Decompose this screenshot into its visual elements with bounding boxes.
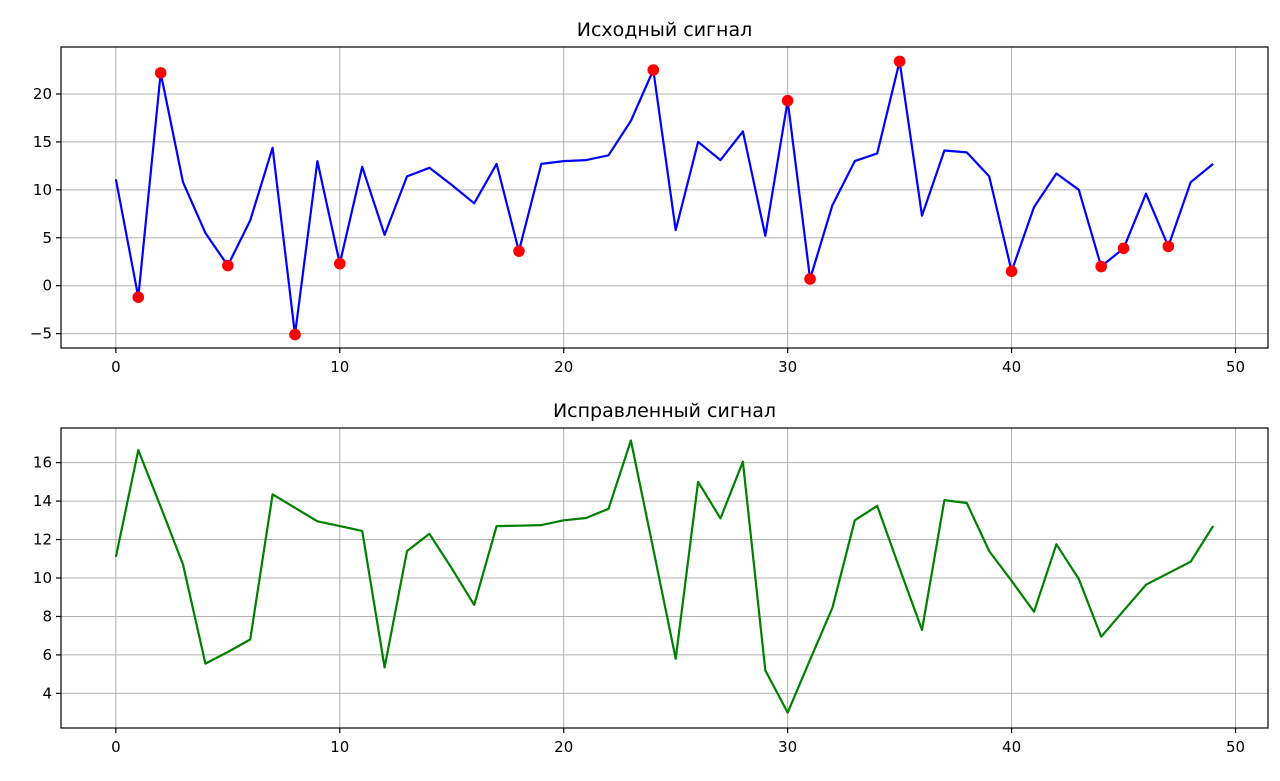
y-tick-label: 5 [42,229,52,247]
y-tick-label: 10 [33,181,52,199]
outlier-point [1095,260,1107,273]
x-tick-label: 10 [330,738,349,756]
outlier-point [1162,240,1175,253]
series-line [114,439,1215,714]
outlier-point [893,55,906,68]
y-tick-label: 20 [33,85,52,103]
subplot-2: Исправленный сигнал 0 10 20 30 40 50 4 6 8 10 12 14 1… [33,400,1269,756]
y-tick-label: 12 [33,531,52,549]
x-tick-label: 0 [111,738,121,756]
y-tick-label: −5 [30,325,52,343]
y-tick-label: 15 [33,133,52,151]
x-tick-label: 50 [1226,358,1245,376]
plot-frame [60,46,1269,349]
y-tick-label: 0 [42,277,52,295]
y-tick-label: 8 [42,607,52,625]
y-tick-label: 16 [33,454,52,472]
outlier-point [154,67,167,79]
outlier-point [222,259,234,272]
outlier-point [781,94,794,107]
x-tick-label: 30 [778,738,797,756]
outlier-point [513,245,525,257]
outlier-point [647,64,660,76]
y-tick-label: 14 [33,492,52,510]
y-tick-label: 6 [42,646,52,664]
x-tick-label: 40 [1002,358,1021,376]
subplot-1: Исходный сигнал 0 10 20 30 40 50 −5 0 5 10 15 20 [30,19,1269,376]
outlier-point [289,328,301,341]
outlier-point [132,291,145,303]
x-tick-label: 0 [111,358,121,376]
x-tick-label: 40 [1002,738,1021,756]
x-tick-label: 10 [330,358,349,376]
chart-title: Исходный сигнал [577,19,752,41]
x-tick-label: 20 [554,358,573,376]
x-tick-label: 20 [554,738,573,756]
x-tick-label: 30 [778,358,797,376]
outlier-point [1117,242,1130,255]
series-line [114,60,1214,336]
y-tick-label: 4 [42,684,52,702]
y-tick-label: 10 [33,569,52,587]
outlier-point [1005,265,1018,278]
outlier-point [804,273,816,285]
outlier-point [333,257,346,270]
x-tick-label: 50 [1226,738,1245,756]
chart-title: Исправленный сигнал [553,400,776,422]
